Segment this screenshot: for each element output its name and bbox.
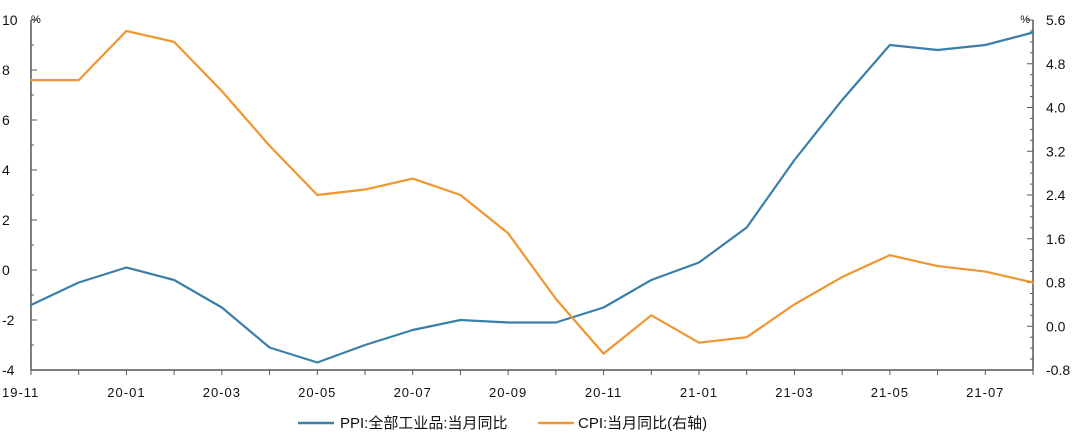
x-tick-label: 20-07 <box>394 385 432 400</box>
series-line-cpi <box>29 29 1035 355</box>
x-tick-label: 19-11 <box>2 385 39 400</box>
left-tick-label: 4 <box>2 162 10 178</box>
series-layer <box>29 29 1035 364</box>
x-tick-label: 21-05 <box>871 385 909 400</box>
right-tick-label: 0.0 <box>1046 318 1066 334</box>
axes: -4 -2 0 2 4 6 8 10 % -0.8 0.0 0.8 1.6 2.4 3.2 4.0 4.8 5.6… <box>2 12 1070 400</box>
left-tick-label: 2 <box>2 212 10 228</box>
right-axis-unit: % <box>1020 14 1030 26</box>
left-axis-unit: % <box>31 14 41 26</box>
x-tick-label: 20-09 <box>489 385 527 400</box>
left-tick-label: 0 <box>2 262 10 278</box>
left-tick-label: -2 <box>2 312 15 328</box>
legend-label: CPI:当月同比(右轴) <box>578 415 707 432</box>
right-tick-label: 1.6 <box>1046 231 1066 247</box>
x-tick-label: 20-01 <box>107 385 145 400</box>
x-tick-label: 21-03 <box>775 385 813 400</box>
right-tick-label: 5.6 <box>1046 12 1066 28</box>
x-tick-label: 21-01 <box>680 385 718 400</box>
left-tick-label: 8 <box>2 62 10 78</box>
legend-label: PPI:全部工业品:当月同比 <box>340 414 508 432</box>
right-tick-label: 2.4 <box>1046 187 1066 203</box>
x-tick-label: 21-07 <box>966 385 1004 400</box>
right-tick-label: 4.8 <box>1046 56 1066 72</box>
x-tick-label: 20-05 <box>298 385 336 400</box>
left-tick-label: 6 <box>2 112 10 128</box>
legend: PPI:全部工业品:当月同比 CPI:当月同比(右轴) <box>298 414 707 432</box>
x-tick-label: 20-03 <box>203 385 241 400</box>
left-tick-label: 10 <box>2 12 18 28</box>
left-tick-label: -4 <box>2 362 15 378</box>
right-tick-label: -0.8 <box>1046 362 1070 378</box>
right-tick-label: 0.8 <box>1046 275 1066 291</box>
x-tick-label: 20-11 <box>585 385 622 400</box>
right-tick-label: 3.2 <box>1046 143 1066 159</box>
series-line-ppi <box>29 31 1035 364</box>
right-tick-label: 4.0 <box>1046 100 1066 116</box>
